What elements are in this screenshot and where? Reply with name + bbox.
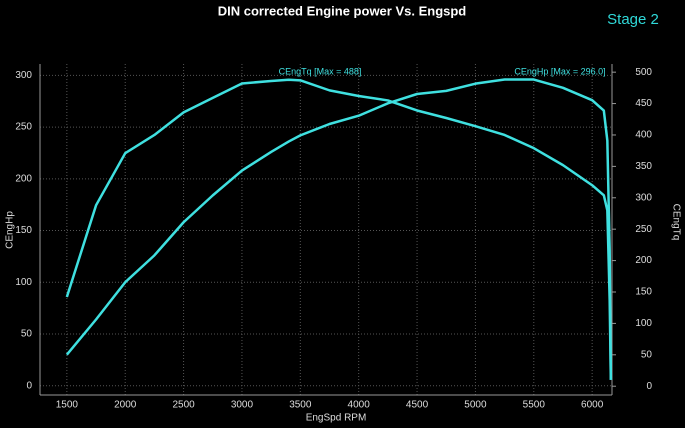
x-tick-label: 3000 [231, 400, 254, 411]
y2-tick-label: 150 [635, 287, 652, 298]
y2-tick-label: 200 [635, 255, 652, 266]
annotation: CEngHp [Max = 296.0] [514, 66, 605, 76]
y2-tick-label: 300 [635, 192, 652, 203]
y-tick-label: 50 [21, 329, 33, 340]
y-tick-label: 100 [15, 277, 32, 288]
series-line [65, 78, 613, 380]
y-tick-label: 300 [15, 70, 32, 81]
x-tick-label: 2000 [114, 400, 137, 411]
stage-label: Stage 2 [607, 11, 659, 28]
chart-title: DIN corrected Engine power Vs. Engspd [218, 3, 467, 18]
annotation: CEngTq [Max = 488] [279, 66, 362, 76]
x-tick-label: 4500 [406, 400, 429, 411]
y2-axis-label: CEngTq [670, 204, 681, 241]
x-tick-label: 4000 [348, 400, 371, 411]
x-tick-label: 6000 [581, 400, 604, 411]
x-tick-label: 5500 [523, 400, 546, 411]
series-line [65, 78, 613, 380]
y-tick-label: 250 [15, 122, 32, 133]
y-tick-label: 150 [15, 225, 32, 236]
y2-tick-label: 50 [641, 349, 653, 360]
y2-tick-label: 400 [635, 130, 652, 141]
y2-tick-label: 0 [646, 381, 652, 392]
y2-tick-label: 350 [635, 161, 652, 172]
x-tick-label: 3500 [289, 400, 312, 411]
x-axis-label: EngSpd RPM [306, 413, 367, 424]
x-tick-label: 1500 [56, 400, 79, 411]
y-tick-label: 200 [15, 173, 32, 184]
x-tick-label: 5000 [464, 400, 487, 411]
y2-tick-label: 250 [635, 224, 652, 235]
x-tick-label: 2500 [172, 400, 195, 411]
y-axis-label: CEngHp [5, 211, 16, 249]
y-tick-label: 0 [26, 380, 32, 391]
y2-tick-label: 450 [635, 98, 652, 109]
y2-tick-label: 100 [635, 318, 652, 329]
y2-tick-label: 500 [635, 67, 652, 78]
